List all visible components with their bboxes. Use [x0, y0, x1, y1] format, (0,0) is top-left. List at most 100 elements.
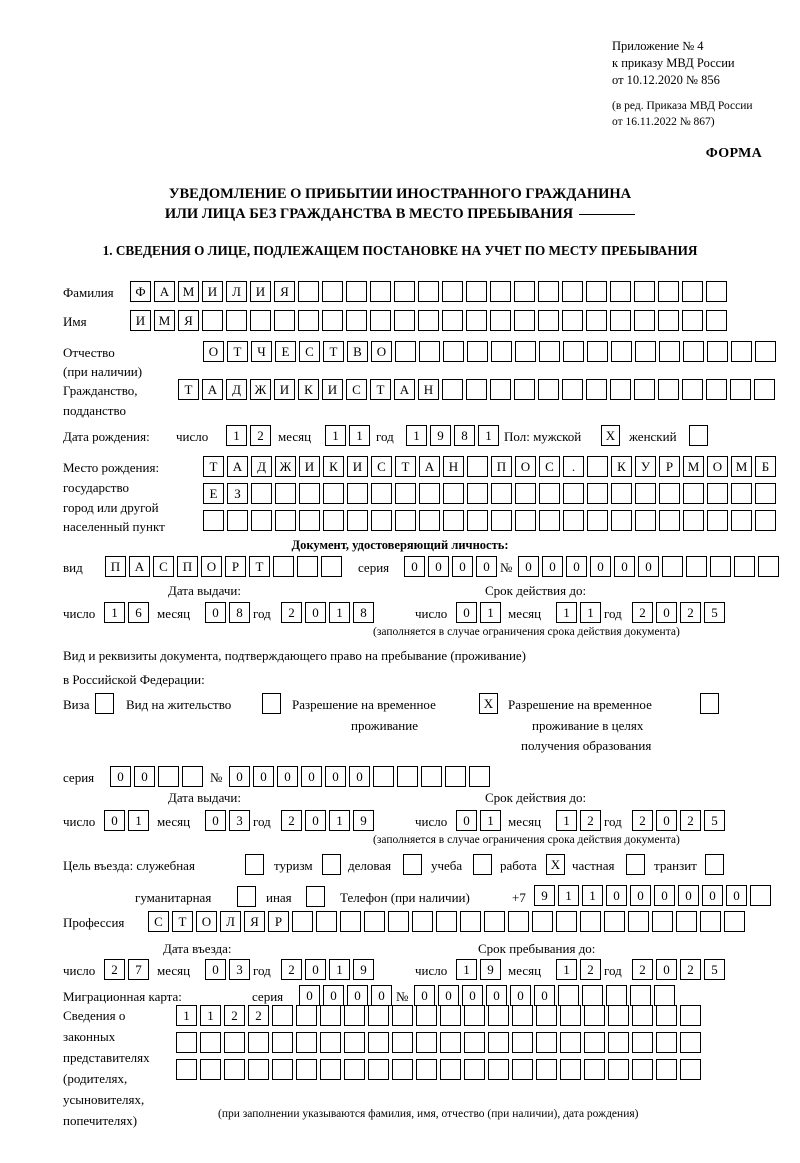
char-cell[interactable] [200, 1032, 221, 1053]
char-cell[interactable]: 0 [428, 556, 449, 577]
title-blank-rule[interactable] [579, 214, 636, 215]
char-cell[interactable]: П [177, 556, 198, 577]
char-cell[interactable] [731, 483, 752, 504]
char-cell[interactable] [628, 911, 649, 932]
char-cell[interactable] [634, 310, 655, 331]
char-cell[interactable]: 1 [580, 602, 601, 623]
char-cell[interactable]: Н [418, 379, 439, 400]
char-cell[interactable] [176, 1032, 197, 1053]
char-cell[interactable]: И [347, 456, 368, 477]
char-cell[interactable] [658, 310, 679, 331]
char-cell[interactable]: 0 [305, 959, 326, 980]
char-cell[interactable] [755, 341, 776, 362]
char-cell[interactable] [323, 483, 344, 504]
char-cell[interactable] [734, 556, 755, 577]
char-cell[interactable] [368, 1059, 389, 1080]
char-cell[interactable]: Я [178, 310, 199, 331]
char-cell[interactable]: 1 [558, 885, 579, 906]
char-cell[interactable] [464, 1032, 485, 1053]
char-cell[interactable]: О [203, 341, 224, 362]
char-cell[interactable] [512, 1005, 533, 1026]
char-cell[interactable]: 5 [704, 602, 725, 623]
char-cell[interactable]: Ч [251, 341, 272, 362]
char-cell[interactable]: 0 [371, 985, 392, 1006]
char-cell[interactable] [388, 911, 409, 932]
char-cell[interactable] [364, 911, 385, 932]
char-cell[interactable] [710, 556, 731, 577]
char-cell[interactable]: К [323, 456, 344, 477]
char-cell[interactable]: 0 [325, 766, 346, 787]
char-cell[interactable]: 0 [614, 556, 635, 577]
char-cell[interactable]: Т [249, 556, 270, 577]
char-cell[interactable] [686, 556, 707, 577]
char-cell[interactable]: 0 [349, 766, 370, 787]
char-cell[interactable] [416, 1059, 437, 1080]
char-cell[interactable] [344, 1032, 365, 1053]
char-cell[interactable] [514, 281, 535, 302]
char-cell[interactable] [563, 510, 584, 531]
char-cell[interactable] [467, 341, 488, 362]
char-cell[interactable]: 1 [349, 425, 370, 446]
purpose-business-checkbox[interactable] [403, 854, 422, 875]
purpose-transit-checkbox[interactable] [705, 854, 724, 875]
char-cell[interactable] [299, 510, 320, 531]
char-cell[interactable]: И [130, 310, 151, 331]
char-cell[interactable] [635, 510, 656, 531]
char-cell[interactable] [440, 1032, 461, 1053]
char-cell[interactable] [200, 1059, 221, 1080]
char-cell[interactable] [373, 766, 394, 787]
char-cell[interactable]: 0 [277, 766, 298, 787]
char-cell[interactable] [442, 281, 463, 302]
char-cell[interactable]: И [202, 281, 223, 302]
char-cell[interactable] [750, 885, 771, 906]
char-cell[interactable] [584, 1005, 605, 1026]
char-cell[interactable] [275, 510, 296, 531]
representatives-row-3-input[interactable] [176, 1059, 704, 1080]
char-cell[interactable]: 0 [404, 556, 425, 577]
char-cell[interactable]: 0 [456, 602, 477, 623]
purpose-humanitarian-checkbox[interactable] [237, 886, 256, 907]
char-cell[interactable]: Л [220, 911, 241, 932]
char-cell[interactable] [682, 379, 703, 400]
char-cell[interactable]: 0 [606, 885, 627, 906]
char-cell[interactable] [662, 556, 683, 577]
char-cell[interactable]: 0 [726, 885, 747, 906]
char-cell[interactable] [395, 510, 416, 531]
char-cell[interactable]: Ж [250, 379, 271, 400]
char-cell[interactable]: 0 [299, 985, 320, 1006]
char-cell[interactable] [560, 1005, 581, 1026]
char-cell[interactable]: К [298, 379, 319, 400]
char-cell[interactable]: К [611, 456, 632, 477]
char-cell[interactable] [298, 310, 319, 331]
char-cell[interactable] [538, 379, 559, 400]
char-cell[interactable] [436, 911, 457, 932]
char-cell[interactable] [580, 911, 601, 932]
char-cell[interactable]: 0 [656, 602, 677, 623]
char-cell[interactable] [706, 379, 727, 400]
char-cell[interactable]: 7 [128, 959, 149, 980]
char-cell[interactable] [158, 766, 179, 787]
char-cell[interactable] [514, 310, 535, 331]
char-cell[interactable] [321, 556, 342, 577]
char-cell[interactable] [514, 379, 535, 400]
char-cell[interactable] [515, 341, 536, 362]
char-cell[interactable] [443, 341, 464, 362]
char-cell[interactable] [611, 341, 632, 362]
char-cell[interactable]: Е [203, 483, 224, 504]
char-cell[interactable] [560, 1059, 581, 1080]
char-cell[interactable] [274, 310, 295, 331]
char-cell[interactable]: Я [244, 911, 265, 932]
char-cell[interactable]: С [148, 911, 169, 932]
temp-residence-checkbox[interactable]: X [479, 693, 498, 714]
char-cell[interactable]: А [227, 456, 248, 477]
visa-checkbox[interactable] [95, 693, 114, 714]
